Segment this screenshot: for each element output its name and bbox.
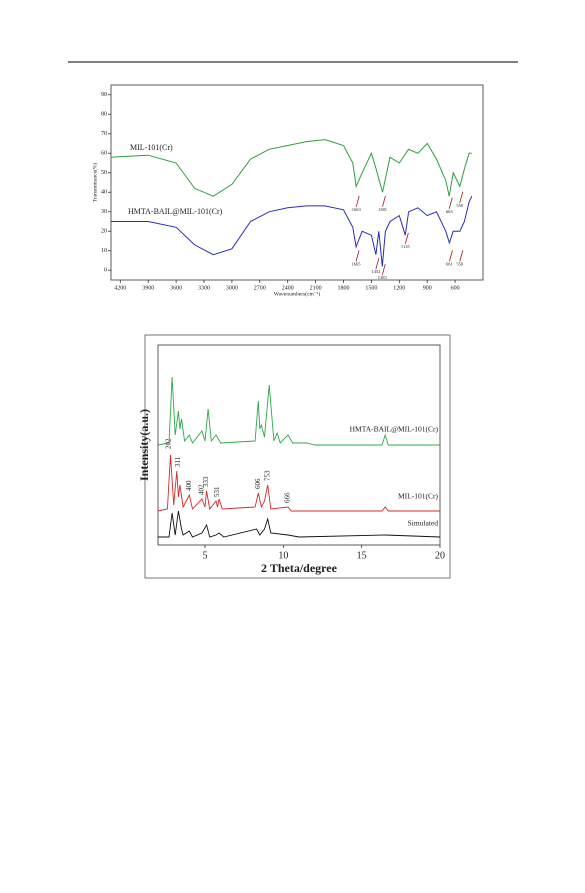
figure-frame (144, 334, 451, 579)
series-label: Simulated (408, 519, 439, 528)
annotation: 1383 (378, 275, 388, 280)
x-tick-label: 600 (451, 286, 460, 292)
annotation: 661 (446, 261, 453, 266)
x-axis-label: Wavenumbers(cm⁻¹) (274, 291, 320, 298)
annotation-pointer (355, 195, 360, 207)
x-tick-label: 900 (423, 286, 432, 292)
series-line (157, 454, 440, 512)
x-tick-label: 3000 (226, 286, 238, 292)
x-tick-label: 2400 (282, 286, 294, 292)
x-axis-label: 2 Theta/degree (261, 561, 338, 575)
y-axis-label: Transmittance(%) (92, 163, 99, 203)
annotation: 550 (456, 203, 464, 208)
series-line (111, 195, 473, 267)
series-label: HMTA-BAIL@MIL-101(Cr) (128, 207, 223, 216)
annotation: 531 (213, 486, 221, 497)
y-tick-label: 60 (101, 151, 107, 157)
y-tick-label: 30 (101, 209, 107, 215)
x-tick-label: 15 (357, 550, 367, 561)
annotation-pointer (404, 232, 409, 244)
x-tick-label: 1200 (393, 286, 405, 292)
annotation-pointer (448, 197, 453, 209)
y-tick-label: 70 (101, 131, 107, 137)
annotation: 753 (263, 470, 271, 481)
y-tick-label: 90 (101, 92, 107, 98)
annotation: 1452 (371, 269, 380, 274)
series-line (158, 510, 441, 538)
y-tick-label: 40 (101, 190, 107, 196)
y-tick-label: 50 (101, 170, 107, 176)
annotation: 1665 (352, 261, 362, 266)
annotation: 402 (197, 484, 205, 495)
x-tick-label: 1500 (365, 286, 377, 292)
annotation-pointer (459, 250, 464, 262)
y-tick-label: 10 (101, 248, 107, 254)
annotation: 606 (254, 478, 262, 489)
series-label: MIL-101(Cr) (398, 492, 438, 501)
x-tick-label: 10 (278, 550, 288, 561)
x-tick-label: 2100 (310, 286, 322, 292)
x-tick-label: 20 (435, 550, 445, 561)
annotation-pointer (355, 250, 360, 262)
y-tick-label: 20 (101, 229, 107, 235)
annotation: 1381 (378, 207, 387, 212)
annotation-pointer (375, 258, 380, 270)
annotation: 400 (185, 480, 193, 491)
annotation-pointer (381, 263, 386, 276)
annotation: 311 (174, 456, 182, 467)
annotation: 202 (165, 438, 173, 449)
series-label: MIL-101(Cr) (130, 143, 173, 152)
annotation-pointer (459, 191, 464, 204)
x-tick-label: 3300 (198, 286, 210, 292)
series-line (157, 376, 440, 446)
y-tick-label: 0 (104, 268, 107, 274)
annotation: 1135 (401, 244, 411, 249)
y-axis-label: Intensity(a.u.) (137, 409, 151, 481)
x-tick-label: 4200 (114, 286, 126, 292)
plot-frame (110, 84, 484, 281)
y-tick-label: 80 (101, 112, 107, 118)
annotation: 333 (202, 476, 210, 487)
series-line (110, 139, 472, 197)
x-tick-label: 1800 (338, 286, 350, 292)
annotation-pointer (449, 250, 453, 262)
series-label: HMTA-BAIL@MIL-101(Cr) (350, 425, 439, 434)
annotation-pointer (382, 195, 386, 207)
annotation: 550 (456, 261, 464, 266)
x-tick-label: 3600 (170, 286, 182, 292)
annotation: 663 (446, 209, 454, 214)
annotation: 1663 (352, 207, 362, 212)
annotation: 666 (284, 492, 292, 503)
x-tick-label: 5 (203, 550, 208, 561)
x-tick-label: 2700 (254, 286, 266, 292)
x-tick-label: 3900 (142, 286, 154, 292)
